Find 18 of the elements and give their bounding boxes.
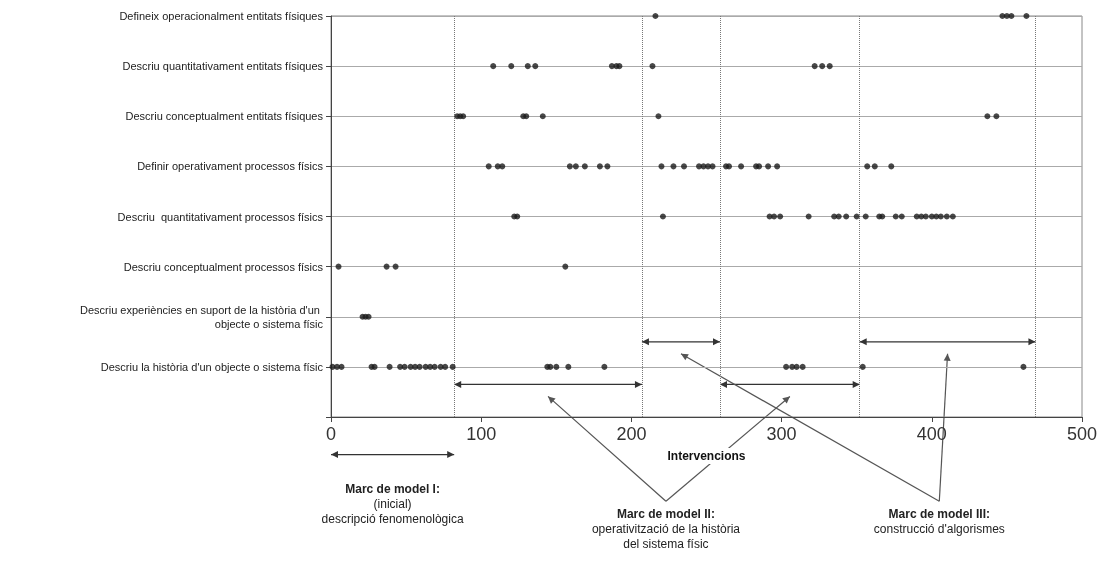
x-tick-label: 400: [916, 424, 947, 444]
x-tick-label: 500: [1066, 424, 1098, 444]
y-tick-label: Descriu experiències en suport de la història d'un objecte o sistema físic: [79, 303, 324, 330]
y-tick-label: Descriu quantitativament entitats físiques: [122, 60, 324, 73]
y-tick-label: Descriu la història d'un objecte o sistema físic: [100, 360, 324, 373]
y-tick-label: Descriu quantitativament processos físics: [117, 210, 324, 223]
x-tick-label: 200: [616, 424, 647, 444]
y-tick-label: Descriu conceptualment entitats físiques: [125, 110, 324, 123]
x-axis-title: Intervencions: [667, 448, 746, 463]
text: Marc de model II: operativització de la història del sistema físic: [591, 507, 740, 553]
text: Marc de model I: (inicial) descripció fenomenològica: [321, 482, 464, 528]
y-tick-label: Defineix operacionalment entitats físiques: [119, 10, 324, 22]
x-tick-label: 300: [766, 424, 797, 444]
y-tick-label: Descriu conceptualment processos físics: [123, 260, 324, 273]
y-tick-label: Definir operativament processos físics: [137, 160, 324, 173]
x-tick-label: 0: [325, 424, 337, 444]
x-tick-label: 100: [466, 424, 497, 444]
text: Marc de model III: construcció d'algorismes: [873, 507, 1005, 538]
